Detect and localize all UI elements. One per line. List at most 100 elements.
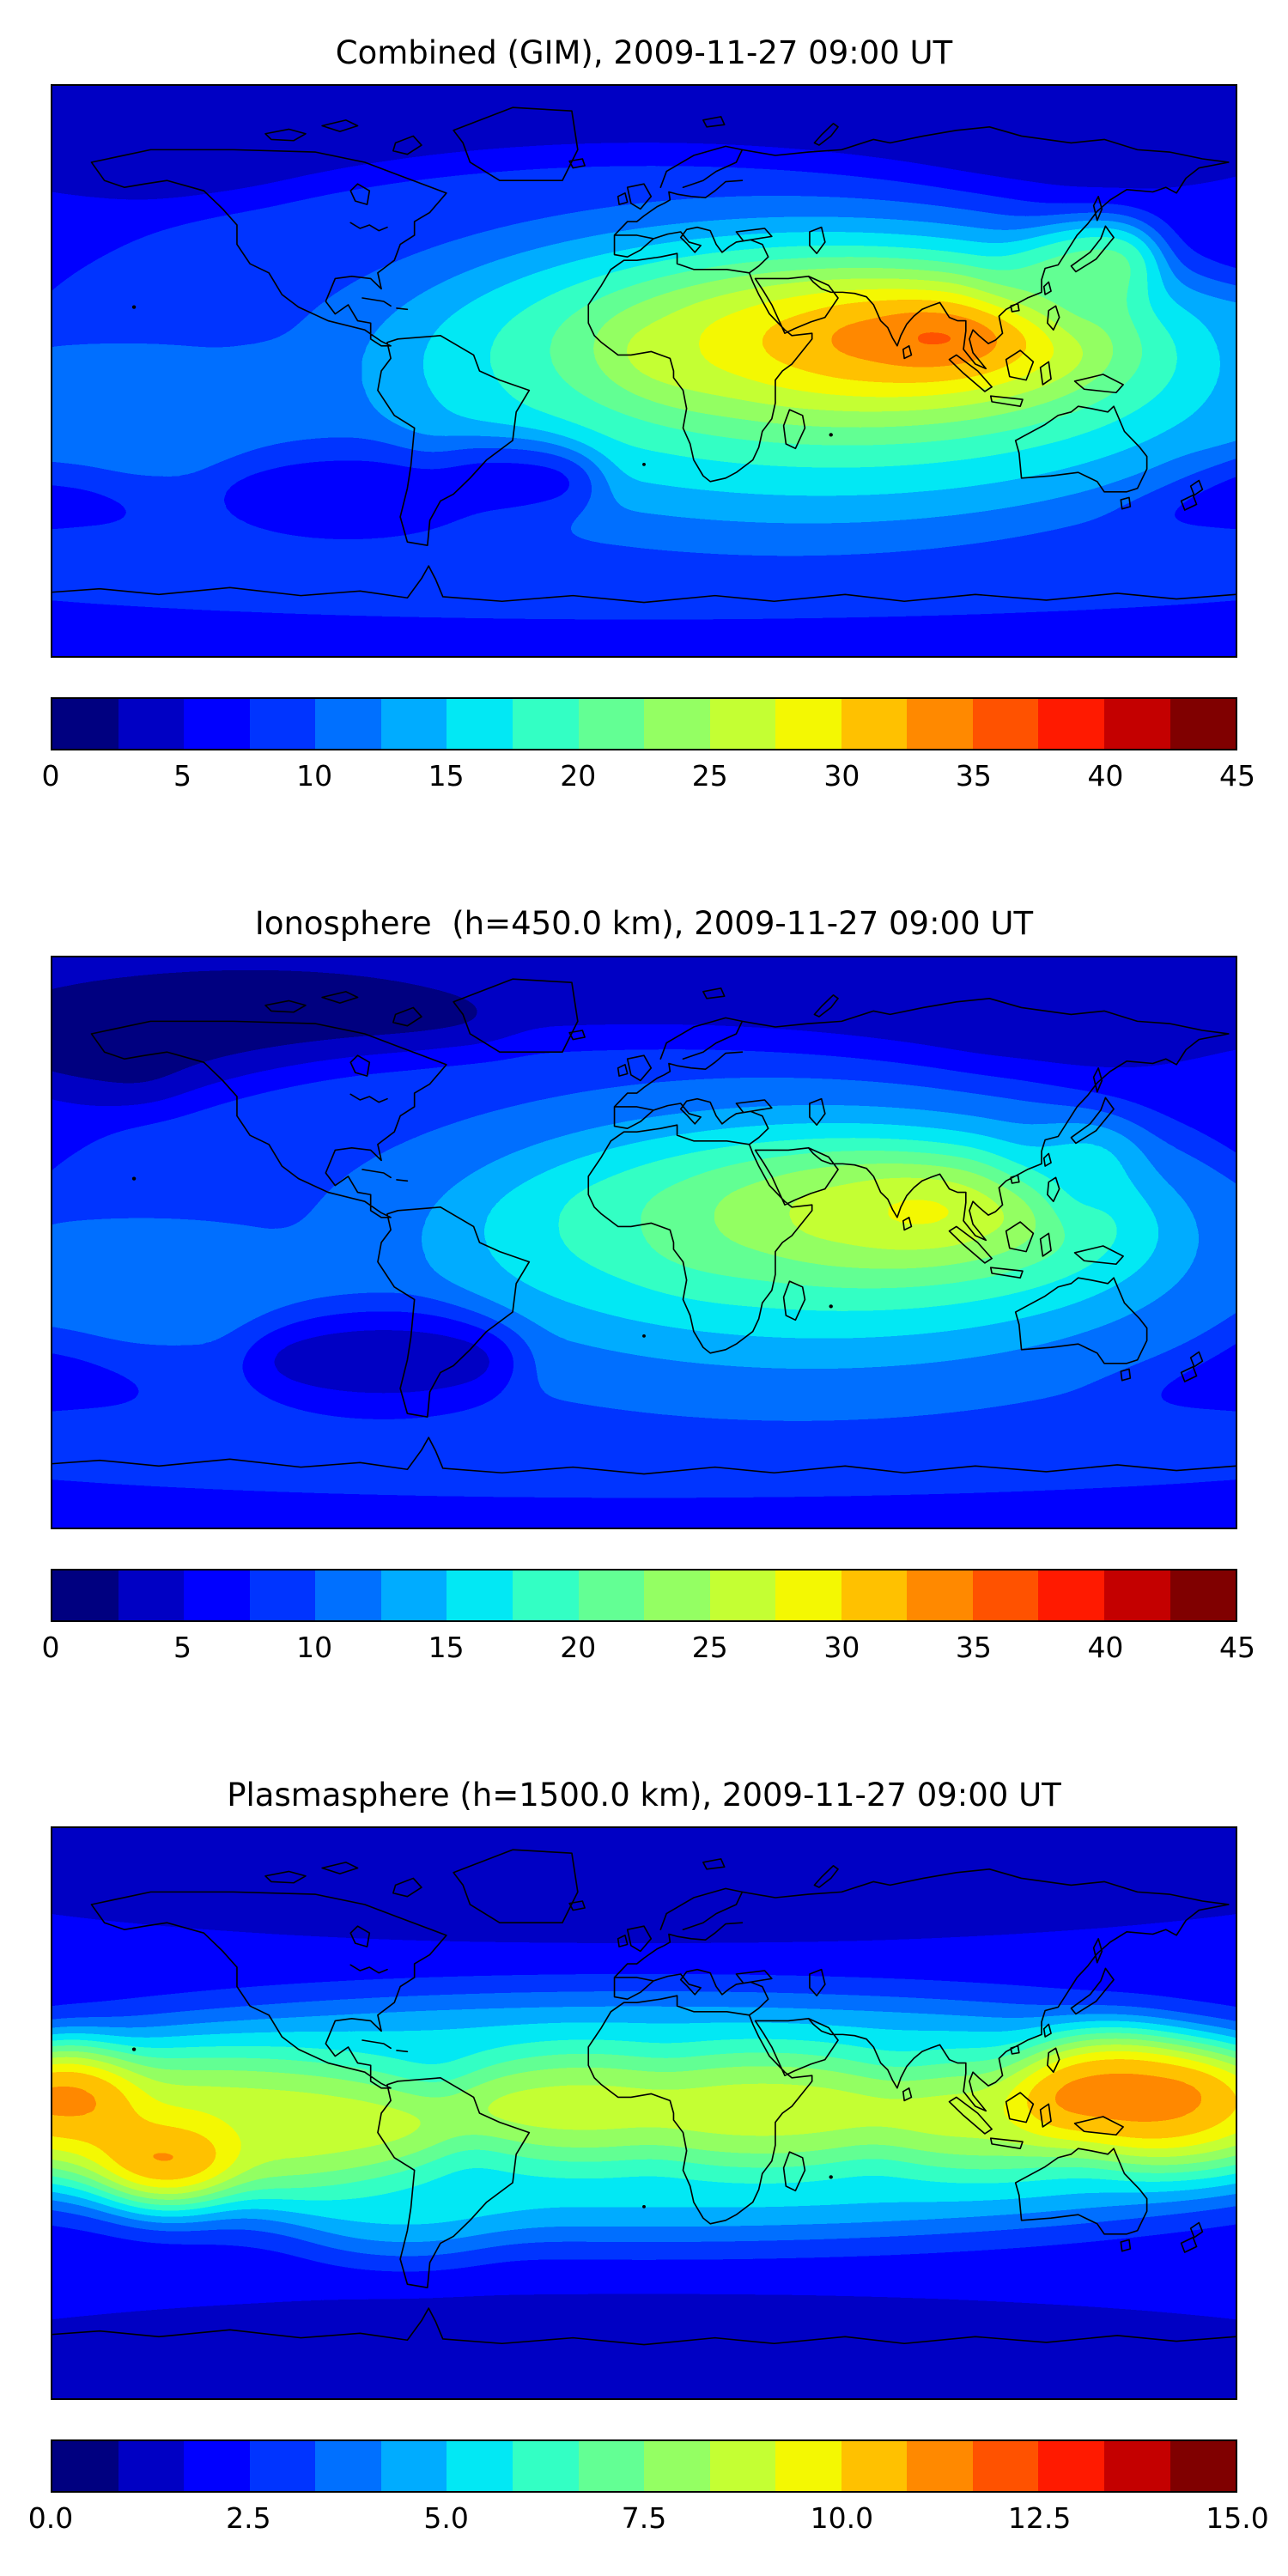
colorbar-segment: [907, 2441, 973, 2492]
panel-title: Ionosphere (h=450.0 km), 2009-11-27 09:0…: [254, 905, 1034, 943]
colorbar-tick-label: 5: [173, 759, 192, 793]
colorbar-segment: [709, 699, 776, 750]
colorbar-segment: [118, 1570, 185, 1620]
colorbar-segment: [52, 2441, 118, 2492]
colorbar-segment: [1170, 699, 1236, 750]
colorbar-segment: [249, 699, 316, 750]
colorbar-segment: [512, 1570, 579, 1620]
colorbar-segment: [644, 699, 710, 750]
colorbar-segment: [578, 2441, 645, 2492]
colorbar-segment: [972, 2441, 1039, 2492]
colorbar-segment: [380, 2441, 447, 2492]
colorbar-segment: [52, 1570, 118, 1620]
colorbar-segment: [1170, 1570, 1236, 1620]
colorbar-tick-label: 40: [1087, 1630, 1124, 1664]
colorbar-segment: [907, 699, 973, 750]
colorbar-tick-label: 30: [823, 1630, 860, 1664]
colorbar-segment: [644, 2441, 710, 2492]
panel-plasmasphere: Plasmasphere (h=1500.0 km), 2009-11-27 0…: [0, 1777, 1288, 2539]
colorbar-segment: [447, 1570, 513, 1620]
colorbar-segment: [249, 2441, 316, 2492]
colorbar-tick-label: 15: [428, 1630, 465, 1664]
tec-map-ionosphere: [51, 955, 1237, 1529]
contour-map-svg: [52, 1828, 1236, 2399]
colorbar-segment: [184, 1570, 250, 1620]
colorbar-tick-label: 7.5: [621, 2501, 667, 2536]
colorbar-tick-label: 2.5: [226, 2501, 271, 2536]
colorbar-segment: [512, 699, 579, 750]
colorbar-tick-label: 15: [428, 759, 465, 793]
colorbar-tick-label: 5: [173, 1630, 192, 1664]
colorbar-tick-label: 20: [560, 759, 597, 793]
colorbar-tick-label: 30: [823, 759, 860, 793]
colorbar-tick-label: 45: [1219, 1630, 1255, 1664]
colorbar-segment: [841, 2441, 908, 2492]
colorbar-segment: [775, 1570, 841, 1620]
colorbar-segment: [972, 1570, 1039, 1620]
panel-title: Plasmasphere (h=1500.0 km), 2009-11-27 0…: [227, 1776, 1061, 1814]
colorbar-segment: [1170, 2441, 1236, 2492]
colorbar: [51, 697, 1237, 751]
colorbar-tick-label: 40: [1087, 759, 1124, 793]
contour-field: [52, 1828, 1236, 2399]
contour-map-svg: [52, 957, 1236, 1528]
colorbar-segment: [447, 2441, 513, 2492]
colorbar-tick-label: 45: [1219, 759, 1255, 793]
contour-field: [52, 957, 1236, 1528]
colorbar-segment: [380, 699, 447, 750]
colorbar-segment: [972, 699, 1039, 750]
colorbar-segment: [118, 2441, 185, 2492]
colorbar-segment: [1104, 2441, 1170, 2492]
colorbar-segment: [1038, 2441, 1104, 2492]
colorbar-segment: [841, 699, 908, 750]
colorbar-tick-label: 0: [41, 1630, 60, 1664]
colorbar-segment: [644, 1570, 710, 1620]
colorbar-tick-label: 25: [691, 1630, 728, 1664]
colorbar-tick-label: 35: [955, 759, 992, 793]
colorbar-segment: [578, 699, 645, 750]
colorbar-segment: [1104, 1570, 1170, 1620]
colorbar-segment: [1038, 1570, 1104, 1620]
colorbar-tick-label: 12.5: [1007, 2501, 1072, 2536]
colorbar-segment: [907, 1570, 973, 1620]
colorbar-tick-label: 10: [296, 759, 333, 793]
colorbar-segment: [775, 2441, 841, 2492]
colorbar-segment: [380, 1570, 447, 1620]
colorbar-tick-label: 10: [296, 1630, 333, 1664]
colorbar-segment: [841, 1570, 908, 1620]
colorbar-segment: [315, 2441, 381, 2492]
contour-field: [52, 86, 1236, 657]
contour-map-svg: [52, 86, 1236, 657]
colorbar-segment: [249, 1570, 316, 1620]
colorbar-tick-label: 35: [955, 1630, 992, 1664]
colorbar-segment: [315, 1570, 381, 1620]
tec-map-combined: [51, 84, 1237, 659]
colorbar-segment: [1038, 699, 1104, 750]
colorbar-ticks: 0 5 10 15 20 25 30 35 40 45: [42, 759, 1256, 797]
colorbar-segment: [512, 2441, 579, 2492]
colorbar-tick-label: 5.0: [423, 2501, 469, 2536]
colorbar-segment: [118, 699, 185, 750]
colorbar-segment: [709, 1570, 776, 1620]
colorbar-segment: [447, 699, 513, 750]
colorbar-segment: [1104, 699, 1170, 750]
panel-ionosphere: Ionosphere (h=450.0 km), 2009-11-27 09:0…: [0, 905, 1288, 1668]
colorbar-ticks: 0 5 10 15 20 25 30 35 40 45: [42, 1630, 1256, 1668]
panel-combined-gim: Combined (GIM), 2009-11-27 09:00 UT 0 5 10…: [0, 34, 1288, 797]
colorbar-segment: [52, 699, 118, 750]
colorbar: [51, 2439, 1237, 2494]
colorbar-tick-label: 0.0: [27, 2501, 74, 2536]
tec-map-plasmasphere: [51, 1826, 1237, 2401]
colorbar-segment: [184, 2441, 250, 2492]
colorbar-tick-label: 10.0: [810, 2501, 874, 2536]
colorbar-segment: [184, 699, 250, 750]
colorbar-tick-label: 15.0: [1206, 2501, 1269, 2536]
colorbar-tick-label: 0: [41, 759, 60, 793]
colorbar: [51, 1568, 1237, 1622]
colorbar-tick-label: 20: [560, 1630, 597, 1664]
colorbar-tick-label: 25: [691, 759, 728, 793]
colorbar-segment: [315, 699, 381, 750]
panel-title: Combined (GIM), 2009-11-27 09:00 UT: [335, 34, 953, 71]
colorbar-segment: [775, 699, 841, 750]
